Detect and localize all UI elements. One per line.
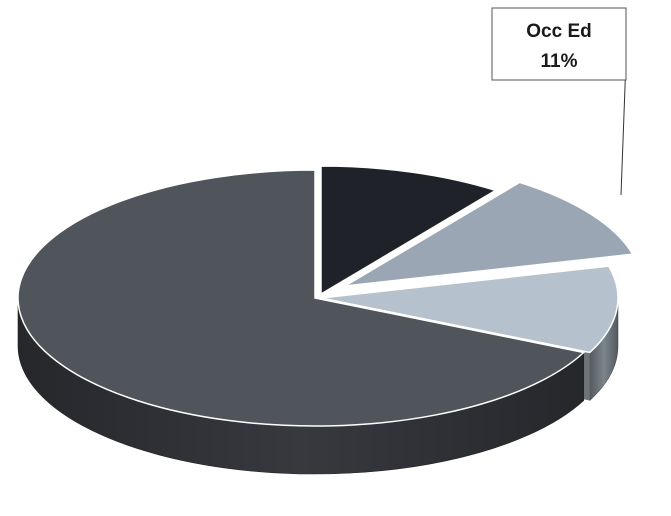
pie-slice-side-shade-3 <box>17 298 584 474</box>
pie-slices <box>17 165 634 475</box>
pie-slice-0 <box>320 165 498 296</box>
callout-percent-label: 11% <box>541 51 578 72</box>
callout-occ-ed: Occ Ed 11% <box>491 7 627 196</box>
pie-slice-side-shade-2 <box>589 298 618 401</box>
callout-box <box>491 7 627 81</box>
callout-leader-line <box>620 59 627 196</box>
pie-slice-3 <box>17 169 586 427</box>
callout-category-label: Occ Ed <box>526 21 591 42</box>
pie-slice-2 <box>320 265 619 354</box>
pie-slice-1 <box>344 181 634 287</box>
